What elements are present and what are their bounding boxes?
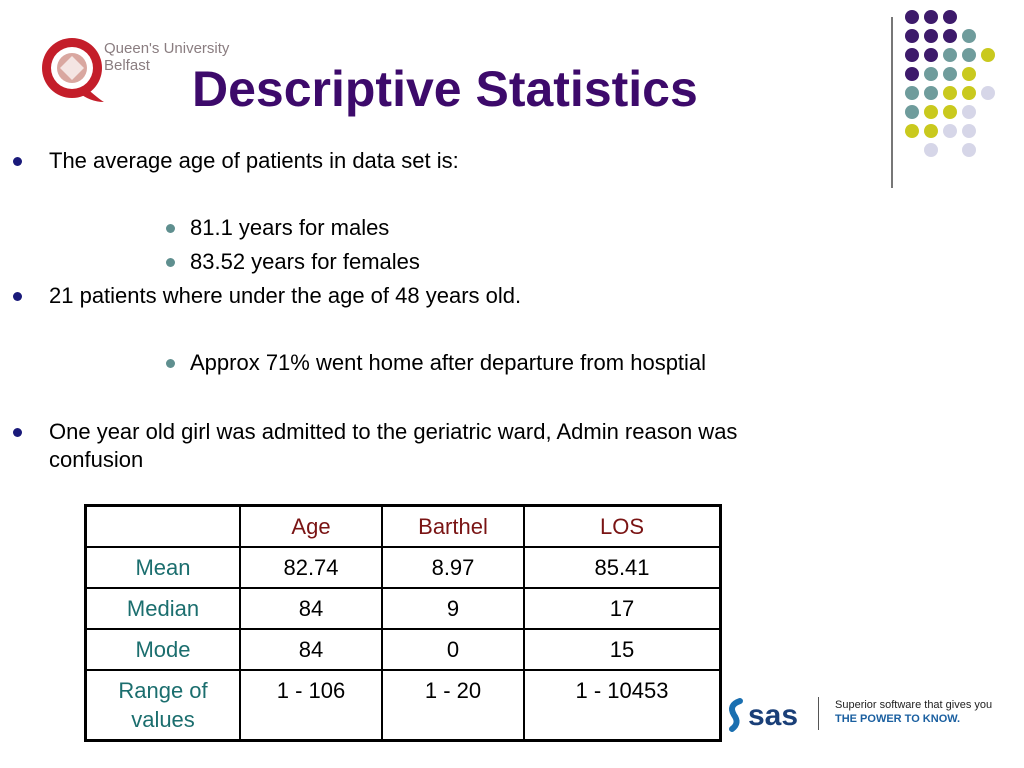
sas-divider	[818, 697, 819, 730]
decorative-dot	[962, 105, 976, 119]
table-cell: 85.41	[523, 546, 722, 589]
decorative-dot	[905, 67, 919, 81]
decorative-dot	[905, 10, 919, 24]
table-header-barthel: Barthel	[381, 504, 525, 548]
sub-bullet-went-home: Approx 71% went home after departure fro…	[165, 350, 707, 375]
decorative-dot	[924, 105, 938, 119]
decorative-dot	[943, 105, 957, 119]
row-label-range: Range of values	[84, 669, 241, 742]
decorative-dot	[905, 124, 919, 138]
row-label-range-line1: Range of	[118, 678, 208, 703]
decorative-dot	[981, 48, 995, 62]
slide-title: Descriptive Statistics	[192, 61, 698, 117]
decorative-dot	[943, 124, 957, 138]
sas-logo: sas	[726, 695, 1016, 735]
university-name: Queen's University Belfast	[104, 40, 229, 74]
decorative-dot	[962, 29, 976, 43]
decorative-dot	[924, 86, 938, 100]
decorative-dot	[943, 86, 957, 100]
sub-bullet-females: 83.52 years for females	[166, 249, 420, 274]
university-name-line2: Belfast	[104, 57, 150, 74]
table-row: Range of values 1 - 106 1 - 20 1 - 10453	[84, 669, 722, 742]
statistics-table: Age Barthel LOS Mean 82.74 8.97 85.41 Me…	[84, 504, 722, 742]
table-header-empty	[84, 504, 241, 548]
decorative-dot	[943, 29, 957, 43]
row-label-mode: Mode	[84, 628, 241, 671]
decorative-dot	[962, 67, 976, 81]
row-label-median: Median	[84, 587, 241, 630]
decorative-dot	[924, 124, 938, 138]
decorative-dot	[924, 29, 938, 43]
decorative-dot	[962, 124, 976, 138]
table-row: Median 84 9 17	[84, 587, 722, 630]
sas-swirl-icon: sas	[729, 698, 798, 732]
table-row: Mean 82.74 8.97 85.41	[84, 546, 722, 589]
bullet-one-year-old: One year old girl was admitted to the ge…	[12, 418, 738, 474]
row-label-range-line2: values	[131, 707, 195, 732]
table-cell: 82.74	[239, 546, 383, 589]
university-name-line1: Queen's University	[104, 40, 230, 57]
table-header-los: LOS	[523, 504, 722, 548]
table-cell: 15	[523, 628, 722, 671]
sub-bullet-males: 81.1 years for males	[165, 215, 390, 240]
table-cell: 84	[239, 587, 383, 630]
bullet-under-48: 21 patients where under the age of 48 ye…	[12, 283, 522, 308]
decorative-dot	[943, 48, 957, 62]
table-cell: 8.97	[381, 546, 525, 589]
decorative-dot	[962, 86, 976, 100]
decorative-dot	[924, 67, 938, 81]
decorative-dot	[905, 105, 919, 119]
decorative-dot	[962, 143, 976, 157]
table-header-age: Age	[239, 504, 383, 548]
table-cell: 84	[239, 628, 383, 671]
decorative-dot	[905, 48, 919, 62]
table-cell: 17	[523, 587, 722, 630]
decorative-dot	[924, 48, 938, 62]
table-cell: 1 - 10453	[523, 669, 722, 742]
decorative-dot	[924, 10, 938, 24]
table-row: Mode 84 0 15	[84, 628, 722, 671]
queens-university-crest-icon	[42, 38, 104, 102]
bullet-one-year-old-line2: confusion	[49, 447, 144, 472]
table-header-row: Age Barthel LOS	[84, 504, 722, 548]
row-label-mean: Mean	[84, 546, 241, 589]
decorative-dot	[905, 86, 919, 100]
sas-tagline-line1: Superior software that gives you	[835, 699, 993, 711]
sas-wordmark: sas	[748, 699, 798, 732]
table-cell: 0	[381, 628, 525, 671]
decorative-dot	[924, 143, 938, 157]
decorative-dot	[962, 48, 976, 62]
decorative-dot	[981, 86, 995, 100]
decorative-dot	[905, 29, 919, 43]
bullet-average-age: The average age of patients in data set …	[13, 148, 459, 173]
table-cell: 1 - 20	[381, 669, 525, 742]
decorative-dot	[943, 67, 957, 81]
table-cell: 1 - 106	[239, 669, 383, 742]
divider-line	[891, 17, 893, 188]
sas-tagline-line2: THE POWER TO KNOW.	[835, 713, 961, 725]
decorative-dot	[943, 10, 957, 24]
table-cell: 9	[381, 587, 525, 630]
bullet-one-year-old-line1: One year old girl was admitted to the ge…	[49, 419, 738, 444]
